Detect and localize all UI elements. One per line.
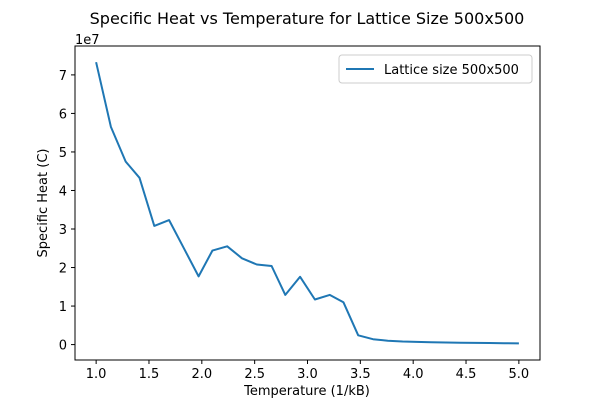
x-tick-label: 5.0 <box>509 367 530 382</box>
x-tick-label: 2.0 <box>191 367 212 382</box>
y-offset-label: 1e7 <box>75 33 100 48</box>
y-tick-label: 0 <box>59 339 67 354</box>
series-line <box>95 61 519 345</box>
legend-box <box>338 54 533 84</box>
legend-label: Lattice size 500x500 <box>384 63 519 78</box>
y-tick-label: 6 <box>59 107 67 122</box>
x-tick-label: 4.0 <box>403 367 424 382</box>
x-tick-label: 2.5 <box>244 367 265 382</box>
x-tick-label: 1.0 <box>86 367 107 382</box>
y-tick-label: 4 <box>59 184 67 199</box>
y-tick-label: 1 <box>59 300 67 315</box>
y-tick-label: 3 <box>59 223 67 238</box>
x-axis-label: Temperature (1/kB) <box>243 384 370 399</box>
plot-area: 1.0 1.5 2.0 2.5 3.0 3.5 4.0 4.5 5.0 0 1 2 3 4 5 6 7 <box>59 45 541 382</box>
y-tick-label: 5 <box>59 146 67 161</box>
legend: Lattice size 500x500 <box>338 54 533 84</box>
y-axis-label: Specific Heat (C) <box>36 149 51 258</box>
plot-frame <box>74 45 541 361</box>
y-tick-label: 2 <box>59 262 67 277</box>
x-tick-label: 1.5 <box>139 367 160 382</box>
chart-title: Specific Heat vs Temperature for Lattice… <box>90 9 525 28</box>
x-tick-label: 4.5 <box>456 367 477 382</box>
x-tick-label: 3.5 <box>350 367 371 382</box>
y-tick-label: 7 <box>59 69 67 84</box>
x-tick-label: 3.0 <box>297 367 318 382</box>
